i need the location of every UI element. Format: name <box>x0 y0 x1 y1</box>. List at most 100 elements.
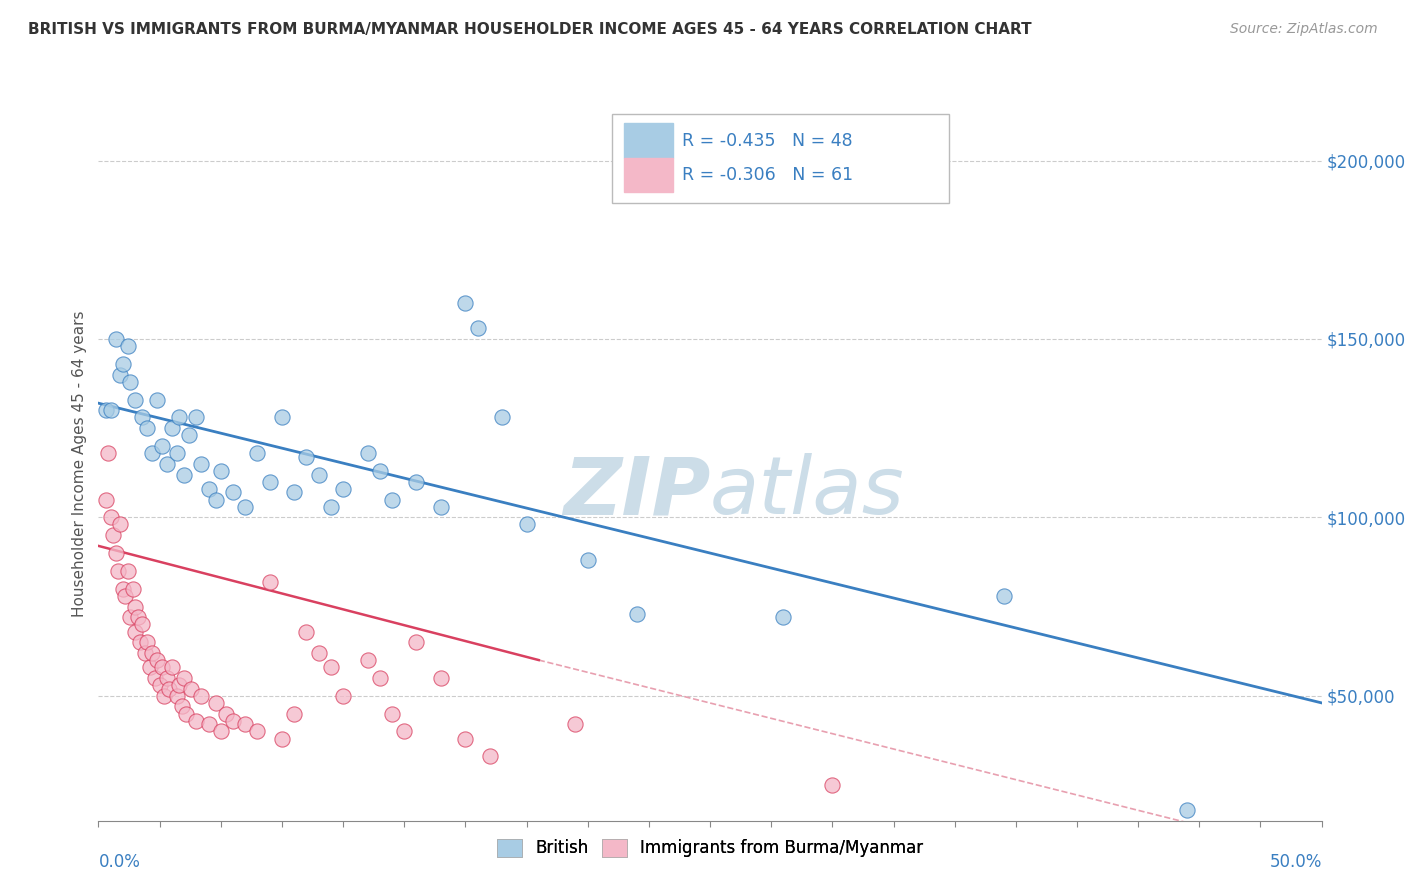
Point <box>467 321 489 335</box>
Point <box>94 492 117 507</box>
Point <box>478 749 501 764</box>
Point <box>100 510 122 524</box>
Point <box>772 610 794 624</box>
Point <box>186 714 208 728</box>
Point <box>214 706 236 721</box>
Point <box>626 607 648 621</box>
Point <box>156 671 179 685</box>
Point <box>283 485 305 500</box>
Point <box>392 724 416 739</box>
Point <box>94 403 117 417</box>
Point <box>319 500 342 514</box>
Point <box>246 724 269 739</box>
Point <box>356 446 378 460</box>
Point <box>117 564 139 578</box>
Point <box>209 464 232 478</box>
Point <box>205 492 228 507</box>
Point <box>121 582 143 596</box>
Point <box>156 457 179 471</box>
Point <box>332 689 354 703</box>
Point <box>160 421 183 435</box>
Point <box>430 500 453 514</box>
Point <box>114 589 136 603</box>
Point <box>405 475 427 489</box>
Point <box>146 653 169 667</box>
Point <box>139 660 162 674</box>
Point <box>117 339 139 353</box>
Text: R = -0.306   N = 61: R = -0.306 N = 61 <box>682 166 853 184</box>
Point <box>368 464 391 478</box>
Point <box>197 482 219 496</box>
Point <box>197 717 219 731</box>
Point <box>332 482 354 496</box>
Point <box>124 624 146 639</box>
Point <box>308 467 330 482</box>
Point <box>270 410 294 425</box>
Text: ZIP: ZIP <box>562 453 710 532</box>
Point <box>160 660 183 674</box>
Point <box>1175 803 1198 817</box>
Point <box>993 589 1015 603</box>
Point <box>104 546 127 560</box>
Point <box>283 706 305 721</box>
Point <box>100 403 122 417</box>
Point <box>270 731 294 746</box>
Point <box>430 671 453 685</box>
Point <box>173 467 195 482</box>
Point <box>136 421 159 435</box>
FancyBboxPatch shape <box>624 123 673 158</box>
Point <box>166 446 188 460</box>
Point <box>124 599 146 614</box>
Point <box>259 574 281 589</box>
Point <box>454 296 477 310</box>
Text: atlas: atlas <box>710 453 905 532</box>
Point <box>295 450 318 464</box>
Point <box>111 582 134 596</box>
Point <box>141 646 163 660</box>
Point <box>190 457 212 471</box>
Point <box>381 706 404 721</box>
Point <box>368 671 391 685</box>
Point <box>120 610 142 624</box>
Point <box>149 678 172 692</box>
Point <box>205 696 228 710</box>
Point <box>177 428 200 442</box>
Point <box>146 392 169 407</box>
Point <box>134 646 156 660</box>
Point <box>110 368 132 382</box>
Point <box>157 681 180 696</box>
Text: Source: ZipAtlas.com: Source: ZipAtlas.com <box>1230 22 1378 37</box>
Point <box>150 660 173 674</box>
Point <box>222 485 245 500</box>
Point <box>821 778 844 792</box>
Text: R = -0.435   N = 48: R = -0.435 N = 48 <box>682 132 852 150</box>
Point <box>405 635 427 649</box>
Point <box>111 357 134 371</box>
Point <box>576 553 599 567</box>
Point <box>209 724 232 739</box>
Point <box>308 646 330 660</box>
Point <box>319 660 342 674</box>
Point <box>153 689 176 703</box>
Y-axis label: Householder Income Ages 45 - 64 years: Householder Income Ages 45 - 64 years <box>72 310 87 617</box>
Text: BRITISH VS IMMIGRANTS FROM BURMA/MYANMAR HOUSEHOLDER INCOME AGES 45 - 64 YEARS C: BRITISH VS IMMIGRANTS FROM BURMA/MYANMAR… <box>28 22 1032 37</box>
Point <box>97 446 120 460</box>
Point <box>173 671 195 685</box>
Point <box>381 492 404 507</box>
Point <box>186 410 208 425</box>
Point <box>246 446 269 460</box>
Point <box>176 706 198 721</box>
Point <box>170 699 193 714</box>
Point <box>136 635 159 649</box>
Point <box>515 517 537 532</box>
Point <box>150 439 173 453</box>
Point <box>131 617 153 632</box>
Text: 0.0%: 0.0% <box>98 853 141 871</box>
Point <box>129 635 152 649</box>
Point <box>167 678 190 692</box>
Point <box>167 410 190 425</box>
Point <box>454 731 477 746</box>
Point <box>101 528 124 542</box>
Point <box>491 410 513 425</box>
Point <box>233 500 256 514</box>
